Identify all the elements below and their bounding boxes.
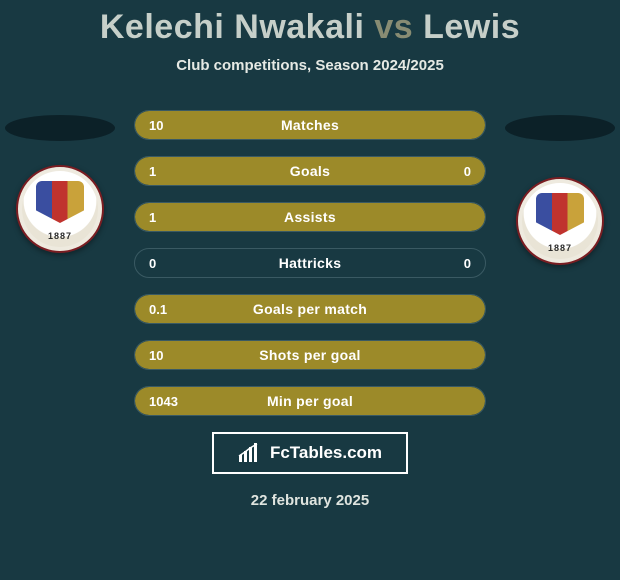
avatar-shadow [5, 115, 115, 141]
stat-row: 1Assists [134, 202, 486, 232]
stat-label: Goals [135, 157, 485, 185]
player2-avatar: 1887 [500, 115, 620, 265]
stat-label: Goals per match [135, 295, 485, 323]
stat-label: Matches [135, 111, 485, 139]
page-title: Kelechi Nwakali vs Lewis [0, 0, 620, 47]
brand-text: FcTables.com [270, 443, 382, 463]
player1-avatar: 1887 [0, 115, 120, 253]
stat-label: Shots per goal [135, 341, 485, 369]
player2-name: Lewis [423, 8, 520, 46]
stat-label: Hattricks [135, 249, 485, 277]
avatar-shadow [505, 115, 615, 141]
stat-label: Assists [135, 203, 485, 231]
subtitle: Club competitions, Season 2024/2025 [0, 57, 620, 74]
brand-logo: FcTables.com [212, 432, 408, 474]
vs-word: vs [374, 8, 413, 46]
player1-name: Kelechi Nwakali [100, 8, 365, 46]
club-crest-left: 1887 [16, 165, 104, 253]
club-crest-right: 1887 [516, 177, 604, 265]
stat-row: 0.1Goals per match [134, 294, 486, 324]
stat-row: 10Matches [134, 110, 486, 140]
stat-row: 10Goals [134, 156, 486, 186]
stat-label: Min per goal [135, 387, 485, 415]
crest-year: 1887 [18, 231, 102, 241]
stats-list: 10Matches 10Goals 1Assists 00Hattricks 0.1Go… [134, 110, 486, 416]
chart-icon [238, 443, 262, 463]
crest-year: 1887 [518, 243, 602, 253]
stat-row: 10Shots per goal [134, 340, 486, 370]
stat-row: 1043Min per goal [134, 386, 486, 416]
stat-row: 00Hattricks [134, 248, 486, 278]
footer-date: 22 february 2025 [0, 492, 620, 509]
